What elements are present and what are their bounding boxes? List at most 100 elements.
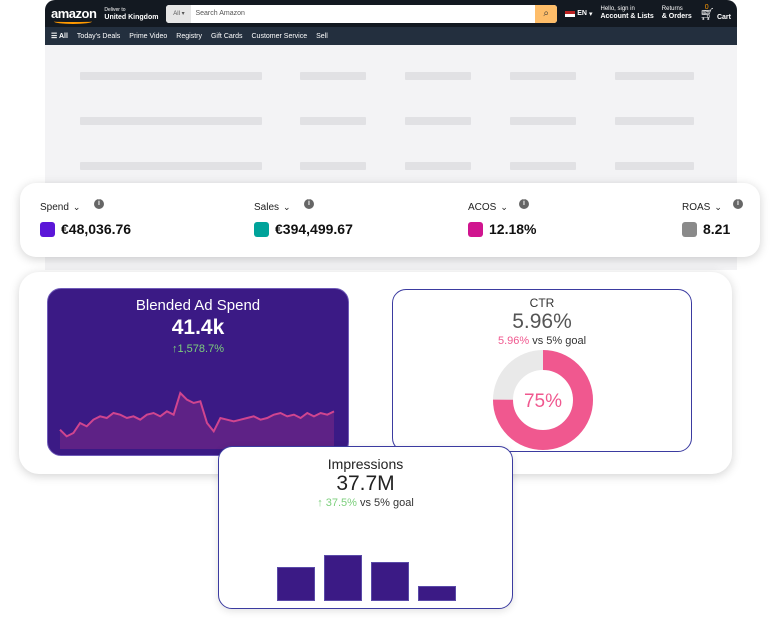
placeholder-bar (615, 117, 694, 125)
cart-icon: 🛒︎ 0 (699, 3, 715, 21)
placeholder-bar (510, 117, 576, 125)
color-swatch (682, 221, 697, 237)
placeholder-bar (405, 72, 471, 80)
placeholder-bar (510, 162, 576, 170)
card-value: 41.4k (171, 316, 225, 339)
language-label: EN (577, 10, 587, 17)
color-swatch (40, 221, 55, 237)
returns-label: Returns (661, 6, 683, 12)
search-icon[interactable]: ⌕ (535, 4, 558, 23)
card-change: ↑1,578.7% (172, 343, 224, 355)
goal-label: vs 5% goal (360, 497, 414, 509)
nav-item-all[interactable]: ☰ All (51, 33, 68, 40)
placeholder-bar (300, 162, 366, 170)
placeholder-bar (615, 72, 694, 80)
ctr-card: CTR 5.96% 5.96% vs 5% goal 75% (392, 289, 692, 452)
metric-label: Spend (40, 202, 69, 213)
info-icon[interactable]: i (519, 199, 529, 209)
nav-item[interactable]: Registry (176, 32, 202, 40)
placeholder-bar (300, 117, 366, 125)
metric-dropdown[interactable]: ROAS ⌄ (682, 202, 722, 213)
metric-dropdown[interactable]: Spend ⌄ (40, 202, 80, 213)
nav-bar: ☰ All Today's Deals Prime Video Registry… (45, 27, 737, 45)
hello-label: Hello, sign in (600, 6, 635, 12)
nav-item[interactable]: Sell (316, 32, 328, 40)
orders-label: & Orders (661, 13, 692, 20)
nav-item[interactable]: Gift Cards (210, 32, 243, 40)
search-input[interactable]: Search Amazon (195, 10, 245, 17)
card-change: ↑ 37.5% (317, 497, 357, 509)
info-icon[interactable]: i (733, 199, 743, 209)
color-swatch (254, 221, 269, 237)
sparkline-line (59, 391, 335, 438)
nav-item[interactable]: Customer Service (251, 32, 308, 40)
search-category[interactable]: All ▾ (166, 4, 192, 23)
placeholder-bar (300, 72, 366, 80)
metric-value: 8.21 (703, 221, 731, 237)
metric-roas: ROAS ⌄ i 8.21 (682, 197, 743, 237)
placeholder-bar (80, 117, 262, 125)
card-value: 5.96% (512, 310, 572, 333)
color-swatch (468, 221, 483, 237)
cart-count: 0 (704, 3, 709, 11)
donut-label: 75% (524, 391, 562, 412)
bar (324, 554, 362, 601)
metric-value: €48,036.76 (61, 221, 132, 237)
metric-dropdown[interactable]: ACOS ⌄ (468, 202, 508, 213)
cart-label: Cart (716, 13, 731, 21)
bar (371, 561, 409, 601)
placeholder-bar (615, 162, 694, 170)
goal-label: vs 5% goal (532, 335, 587, 347)
nav-item[interactable]: Prime Video (129, 32, 168, 40)
metric-label: Sales (254, 202, 280, 213)
returns-orders[interactable]: Returns & Orders (662, 6, 692, 21)
placeholder-bar (405, 117, 471, 125)
chevron-down-icon: ⌄ (283, 202, 291, 212)
metric-label: ROAS (682, 202, 711, 213)
flag-icon (565, 10, 576, 17)
placeholder-bar (80, 162, 262, 170)
bar (277, 567, 315, 601)
info-icon[interactable]: i (94, 199, 104, 209)
category-label: All (173, 10, 180, 17)
metric-spend: Spend ⌄ i €48,036.76 (40, 197, 131, 237)
metric-value: €394,499.67 (275, 221, 353, 237)
amazon-logo[interactable]: amazon (51, 6, 97, 24)
chevron-down-icon: ⌄ (714, 202, 722, 212)
location: United Kingdom (104, 13, 159, 21)
account-label: Account & Lists (600, 13, 654, 20)
chevron-down-icon: ⌄ (72, 202, 81, 212)
nav-all-label: All (58, 33, 68, 40)
language-selector[interactable]: EN ▾ (565, 10, 592, 18)
card-value: 37.7M (336, 472, 395, 495)
search-bar: All ▾ Search Amazon ⌕ (166, 4, 558, 23)
card-title: CTR (529, 296, 555, 310)
nav-item[interactable]: Today's Deals (76, 32, 121, 40)
deliver-to[interactable]: Deliver to United Kingdom (104, 7, 158, 21)
metric-acos: ACOS ⌄ i 12.18% (468, 197, 536, 237)
metric-sales: Sales ⌄ i €394,499.67 (254, 197, 353, 237)
amazon-header: amazon Deliver to United Kingdom All ▾ Se… (45, 0, 737, 27)
deliver-label: Deliver to (104, 6, 126, 13)
donut-progress (493, 350, 593, 450)
impressions-card: Impressions 37.7M ↑ 37.5% vs 5% goal (218, 446, 513, 609)
blended-ad-spend-card: Blended Ad Spend 41.4k ↑1,578.7% (47, 288, 349, 456)
card-title: Blended Ad Spend (135, 297, 261, 314)
sparkline-area (60, 393, 334, 449)
cart-button[interactable]: 🛒︎ 0 Cart (699, 3, 731, 21)
placeholder-bar (80, 72, 262, 80)
sparkline-chart (59, 391, 335, 449)
metrics-card: Spend ⌄ i €48,036.76 Sales ⌄ i €394,499.67 ACO… (20, 183, 760, 257)
account-menu[interactable]: Hello, sign in Account & Lists (600, 6, 653, 21)
metric-dropdown[interactable]: Sales ⌄ (254, 202, 291, 213)
metric-label: ACOS (468, 202, 497, 213)
ctr-pct: 5.96% (497, 335, 530, 347)
metric-value: 12.18% (489, 221, 537, 237)
ctr-donut: 75% (493, 350, 593, 450)
bar (418, 585, 456, 601)
placeholder-bar (510, 72, 576, 80)
placeholder-bar (405, 162, 471, 170)
card-title: Impressions (327, 456, 404, 472)
info-icon[interactable]: i (304, 199, 314, 209)
chevron-down-icon: ⌄ (500, 202, 508, 212)
